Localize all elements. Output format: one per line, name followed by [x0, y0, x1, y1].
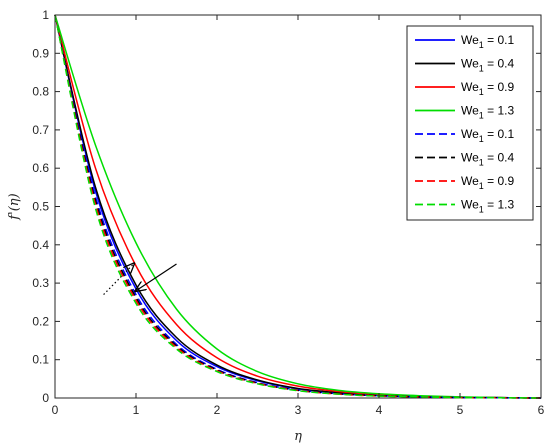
x-tick-label: 6 [538, 403, 545, 417]
y-tick-label: 1 [42, 8, 49, 22]
legend-label-3: We1 = 0.9 [461, 80, 514, 97]
legend-label-8: We1 = 1.3 [461, 198, 514, 215]
y-tick-label: 0.9 [32, 46, 49, 60]
x-axis-label: η [294, 429, 302, 444]
y-tick-label: 0.8 [32, 85, 49, 99]
y-tick-label: 0.2 [32, 314, 49, 328]
legend-box [406, 25, 534, 221]
legend-label-4: We1 = 1.3 [461, 104, 514, 121]
y-tick-label: 0.6 [32, 161, 49, 175]
x-tick-label: 2 [214, 403, 221, 417]
x-tick-label: 3 [295, 403, 302, 417]
annotation-arrow-1 [136, 263, 177, 291]
x-tick-label: 0 [52, 403, 59, 417]
legend-label-2: We1 = 0.4 [461, 57, 514, 74]
series-line-8 [54, 14, 542, 399]
legend-label-7: We1 = 0.9 [461, 174, 514, 191]
x-tick-label: 4 [376, 403, 383, 417]
y-tick-label: 0.5 [32, 200, 49, 214]
y-tick-label: 0.1 [32, 353, 49, 367]
x-tick-label: 1 [133, 403, 140, 417]
y-tick-label: 0.3 [32, 276, 49, 290]
legend-label-1: We1 = 0.1 [461, 33, 514, 50]
series-line-4 [54, 14, 542, 399]
x-tick-label: 5 [457, 403, 464, 417]
y-tick-label: 0.7 [32, 123, 49, 137]
series-line-5 [54, 14, 542, 399]
legend-label-5: We1 = 0.1 [461, 127, 514, 144]
annotation-arrow-2 [103, 264, 134, 296]
y-tick-label: 0 [42, 391, 49, 405]
legend-label-6: We1 = 0.4 [461, 151, 514, 168]
y-tick-label: 0.4 [32, 238, 49, 252]
y-axis-label: f'(η) [7, 193, 22, 220]
